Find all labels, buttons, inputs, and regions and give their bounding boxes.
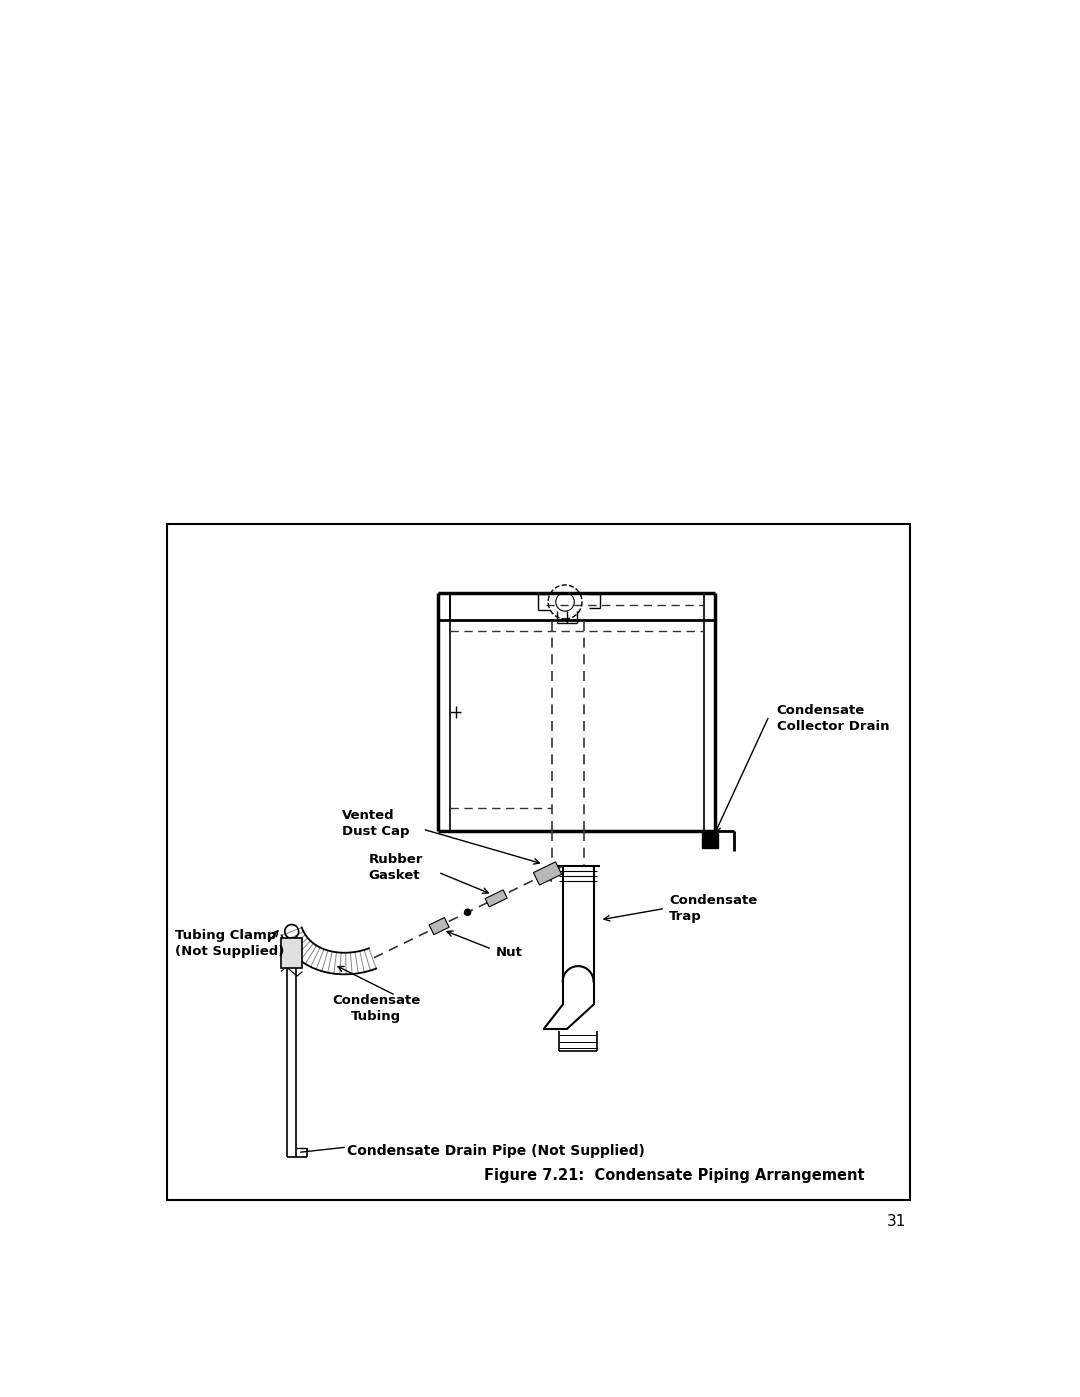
Text: Condensate
Tubing: Condensate Tubing (333, 995, 420, 1023)
Polygon shape (534, 862, 562, 886)
Text: Vented
Dust Cap: Vented Dust Cap (341, 809, 409, 838)
Text: Tubing Clamp
(Not Supplied): Tubing Clamp (Not Supplied) (175, 929, 284, 957)
Circle shape (464, 909, 471, 915)
Text: Rubber
Gasket: Rubber Gasket (368, 854, 423, 882)
Bar (702, 833, 717, 848)
Text: Condensate
Trap: Condensate Trap (669, 894, 757, 923)
Polygon shape (485, 890, 508, 907)
Text: Condensate
Collector Drain: Condensate Collector Drain (777, 704, 889, 732)
Text: Nut: Nut (496, 946, 523, 958)
Bar (167, 524, 910, 1200)
Bar (281, 939, 302, 968)
Text: Condensate Drain Pipe (Not Supplied): Condensate Drain Pipe (Not Supplied) (347, 1144, 645, 1158)
Text: Figure 7.21:  Condensate Piping Arrangement: Figure 7.21: Condensate Piping Arrangeme… (484, 1168, 865, 1183)
Polygon shape (429, 918, 449, 935)
Text: 31: 31 (887, 1214, 906, 1229)
